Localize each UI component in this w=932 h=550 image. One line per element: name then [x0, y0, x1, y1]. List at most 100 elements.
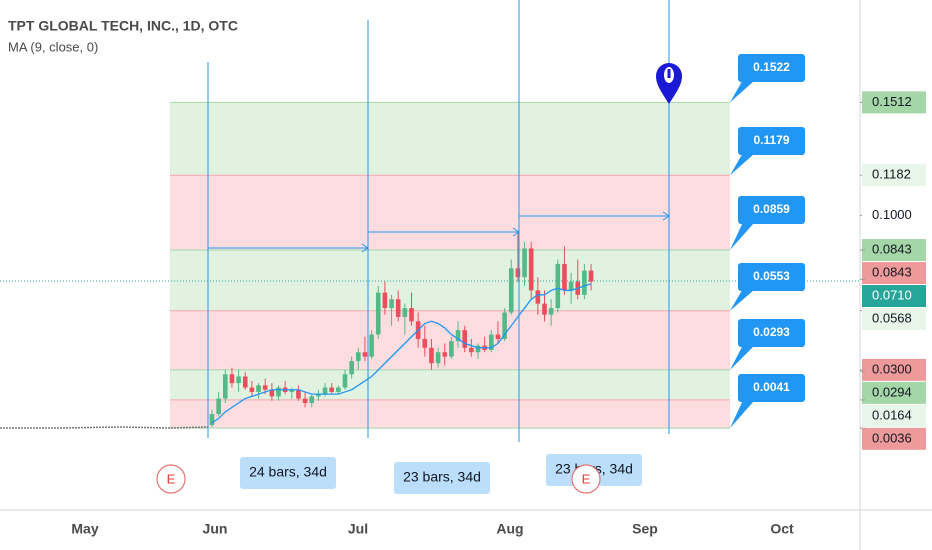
price-label-box: [862, 427, 926, 450]
price-label-box: [862, 91, 926, 114]
callout-pointer: [730, 151, 754, 176]
fib-band: [170, 102, 730, 176]
callout-pointer: [730, 287, 754, 311]
callout-label: 0.1179: [753, 133, 789, 147]
candle-body: [455, 330, 461, 342]
moving-average: [211, 283, 592, 424]
price-label-box: [862, 164, 926, 187]
candle-body: [435, 352, 441, 364]
candle-body: [209, 414, 215, 426]
callout-pointer: [730, 78, 754, 103]
callout-label: 0.0041: [753, 380, 790, 394]
early-price-line: [0, 426, 209, 429]
bar-count-label: 24 bars, 34d: [249, 464, 327, 480]
candle-body: [256, 385, 261, 392]
candle-body: [229, 374, 235, 384]
callout-box: [738, 127, 805, 155]
price-label: 0.0710: [872, 287, 912, 302]
candle-body: [515, 268, 521, 278]
fib-band: [170, 250, 730, 311]
candle-body: [402, 308, 408, 317]
callout-label: 0.1522: [753, 60, 790, 74]
candle-body: [535, 290, 541, 304]
callout-box: [738, 319, 805, 347]
candle-body: [316, 394, 321, 397]
fib-band: [170, 399, 730, 429]
candle-body: [349, 361, 354, 375]
earnings-marker: [156, 464, 186, 494]
candle-body: [356, 352, 361, 362]
callout-box: [738, 196, 805, 224]
price-label: 0.0164: [872, 407, 912, 422]
candle-body: [369, 334, 374, 357]
x-tick-label: Aug: [496, 521, 523, 537]
price-label: 0.0294: [872, 384, 912, 399]
candle-body: [309, 396, 315, 403]
candle-body: [382, 292, 388, 309]
candle-body: [555, 263, 561, 309]
candle-body: [502, 312, 507, 339]
candle-body: [495, 334, 501, 339]
candle-body: [469, 347, 474, 353]
candle-body: [442, 352, 448, 357]
candle-body: [276, 387, 281, 397]
arrow: [519, 211, 670, 221]
price-label: 0.1182: [872, 167, 911, 182]
candle-body: [236, 376, 241, 384]
fib-band: [170, 175, 730, 251]
price-label-box: [862, 308, 926, 331]
price-label: 0.1512: [872, 94, 912, 109]
candle-body: [342, 374, 348, 388]
candle-body: [223, 374, 228, 399]
candle-body: [548, 308, 554, 315]
bar-count-box: [240, 457, 336, 489]
candle-body: [262, 385, 268, 390]
candle-body: [322, 387, 328, 395]
callout-box: [738, 374, 805, 402]
x-tick-label: Jul: [348, 521, 368, 537]
chart-title: TPT GLOBAL TECH, INC., 1D, OTC: [8, 18, 238, 34]
price-label-box: [862, 404, 926, 427]
x-tick-label: Sep: [632, 521, 658, 537]
price-label: 0.0843: [872, 264, 912, 279]
fib-band: [170, 310, 730, 370]
candle-body: [522, 248, 527, 278]
callout-label: 0.0553: [753, 269, 790, 283]
candle-body: [582, 270, 587, 295]
candle-body: [489, 334, 494, 351]
candle-body: [508, 268, 514, 313]
indicator-legend: MA (9, close, 0): [8, 39, 98, 54]
pin-body: [656, 63, 682, 104]
candle-body: [216, 398, 221, 415]
pin-mark: [667, 69, 671, 78]
callout-pointer: [730, 220, 754, 251]
candle-body: [296, 389, 301, 399]
candle-body: [462, 330, 467, 348]
candle-body: [475, 345, 481, 353]
candle-body: [562, 263, 567, 291]
candle-body: [302, 398, 308, 403]
arrow: [368, 227, 520, 237]
candle-body: [336, 387, 341, 392]
earnings-label: E: [582, 471, 591, 486]
candle-body: [289, 389, 295, 392]
callout-pointer: [730, 398, 754, 429]
candle-body: [409, 308, 414, 322]
x-tick-label: May: [71, 521, 98, 537]
candle-body: [528, 248, 534, 291]
candle-body: [422, 338, 428, 348]
callout-box: [738, 54, 805, 82]
candle-body: [588, 270, 594, 282]
candle-body: [329, 387, 334, 392]
bar-count-box: [394, 462, 490, 494]
price-label: 0.0843: [872, 241, 912, 256]
candle-body: [375, 292, 381, 335]
pin: [656, 63, 682, 104]
callout-box: [738, 263, 805, 291]
price-label-box: [862, 239, 926, 262]
price-label-box: [862, 358, 926, 381]
bar-count-label: 23 bars, 34d: [403, 469, 481, 485]
price-label-box: [862, 285, 926, 308]
